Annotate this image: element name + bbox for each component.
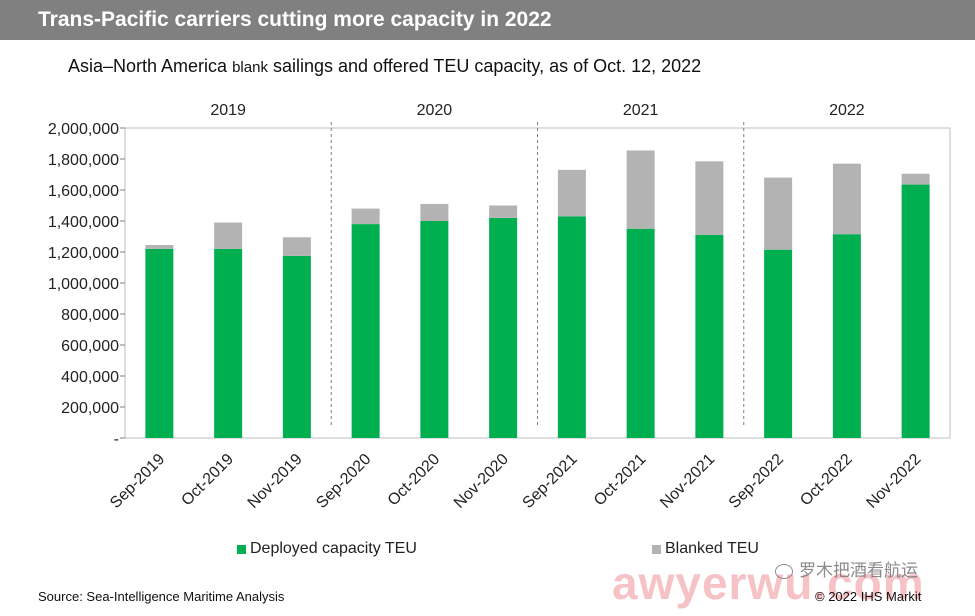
x-tick-label: Sep-2019 [107,451,168,512]
y-tick-label: 800,000 [61,307,119,324]
bar-deployed [282,255,311,438]
year-label: 2020 [417,102,453,119]
x-tick-label: Sep-2020 [313,451,374,512]
year-label: 2022 [829,102,865,119]
subtitle-part-2: blank [232,59,268,76]
y-tick-label: 200,000 [61,400,119,417]
x-tick-label: Oct-2022 [797,451,856,510]
legend-blanked-swatch [652,544,661,554]
y-tick-label: 1,800,000 [48,152,119,169]
bar-deployed [557,216,586,438]
y-tick-label: 400,000 [61,369,119,386]
copyright-note: © 2022 IHS Markit [815,589,922,604]
year-labels: 2019 2020 2021 2022 [210,102,864,119]
x-axis-labels: Sep-2019 Oct-2019 Nov-2019 Sep-2020 Oct-2020… [107,451,924,512]
bar-blanked [489,205,518,218]
chart-subtitle: Asia–North America blank sailings and of… [68,56,701,77]
legend-blanked: Blanked TEU [652,540,759,558]
bar-blanked [901,173,930,185]
y-tick-label: 1,400,000 [48,214,119,231]
bar-blanked [557,169,586,217]
x-tick-label: Nov-2022 [863,451,924,512]
bar-deployed [214,248,243,438]
bar-deployed [351,224,380,438]
x-tick-label: Oct-2020 [385,451,444,510]
plot-frame [124,127,951,439]
bar-blanked [832,163,861,235]
bar-deployed [832,234,861,438]
x-tick-label: Oct-2021 [591,451,650,510]
bar-series [145,150,930,438]
bar-blanked [626,150,655,229]
year-label: 2019 [210,102,246,119]
bar-deployed [626,228,655,438]
bar-deployed [489,217,518,438]
x-tick-label: Sep-2022 [726,451,787,512]
bar-blanked [145,245,174,249]
y-tick-label: 1,200,000 [48,245,119,262]
legend-deployed-swatch [237,544,246,554]
bar-deployed [901,184,930,438]
legend-deployed: Deployed capacity TEU [237,540,417,558]
bar-deployed [764,249,793,438]
source-note: Source: Sea-Intelligence Maritime Analys… [38,589,285,604]
x-tick-label: Oct-2019 [178,451,237,510]
x-tick-label: Nov-2019 [245,451,306,512]
bar-blanked [695,161,724,235]
bar-deployed [420,221,449,438]
year-separators [330,122,745,428]
bar-blanked [764,177,793,250]
legend-blanked-label: Blanked TEU [665,540,759,557]
bar-blanked [214,222,243,249]
x-tick-label: Nov-2020 [451,451,512,512]
x-tick-label: Sep-2021 [520,451,581,512]
bar-blanked [282,237,311,256]
year-label: 2021 [623,102,659,119]
x-tick-label: Nov-2021 [657,451,718,512]
legend-deployed-label: Deployed capacity TEU [250,540,417,557]
y-tick-label: 2,000,000 [48,121,119,138]
y-tick-label: 1,000,000 [48,276,119,293]
subtitle-part-1: Asia–North America [68,56,233,76]
subtitle-part-3: sailings and offered TEU capacity, as of… [267,56,702,76]
watermark-text: awyerwu.com [612,557,925,609]
chart-title: Trans-Pacific carriers cutting more capa… [0,0,975,40]
bar-deployed [695,234,724,438]
wechat-watermark: 罗木把酒看航运 [775,556,918,581]
y-tick-label: - [114,431,119,448]
wechat-account-name: 罗木把酒看航运 [799,561,918,580]
y-tick-label: 1,600,000 [48,183,119,200]
bar-blanked [420,203,449,221]
bar-deployed [145,248,174,438]
y-tick-label: 600,000 [61,338,119,355]
y-axis: - 200,000 400,000 600,000 800,000 1,000,000 1,… [48,121,125,448]
bar-blanked [351,208,380,225]
wechat-icon [775,564,793,580]
